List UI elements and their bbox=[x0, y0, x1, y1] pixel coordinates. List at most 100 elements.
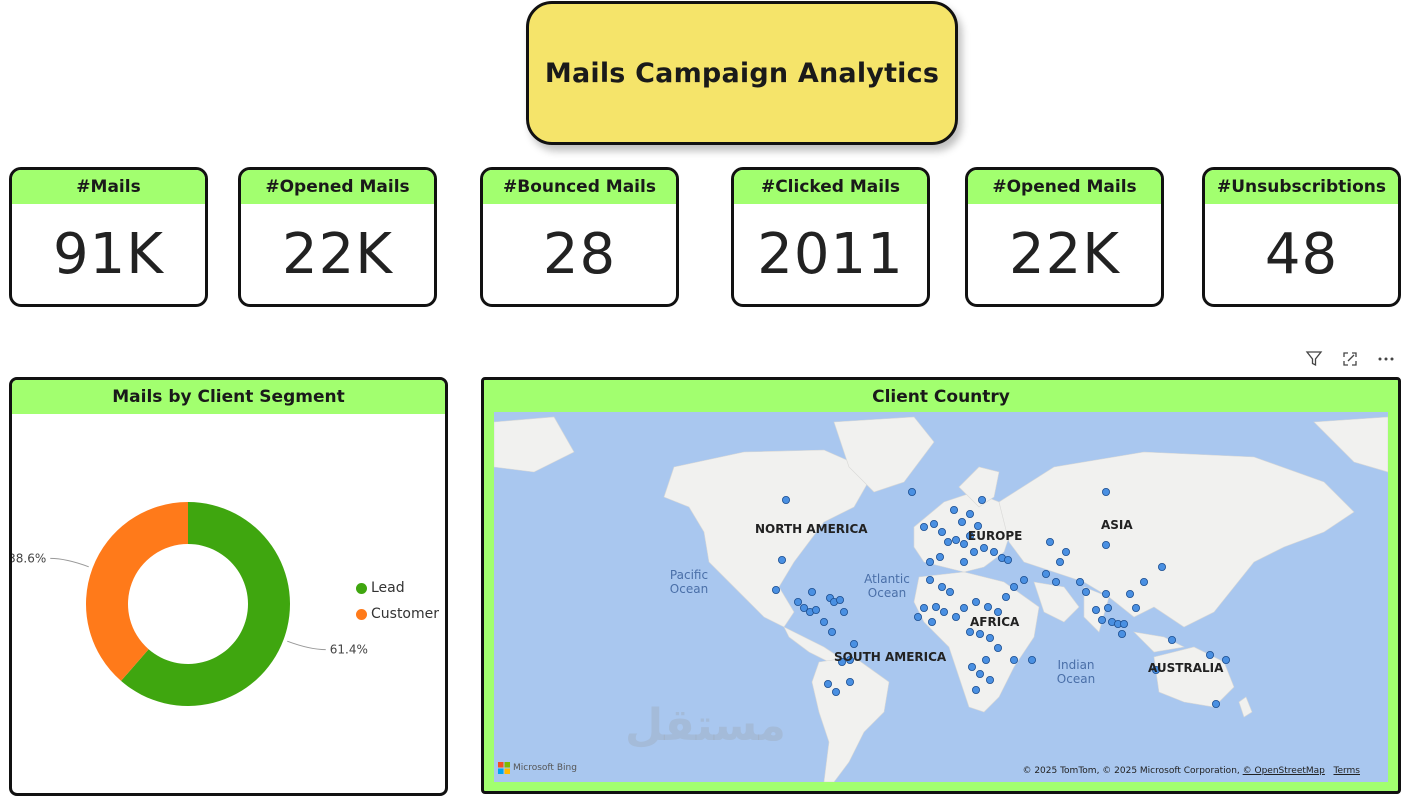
map-marker[interactable] bbox=[907, 488, 916, 497]
map-marker[interactable] bbox=[985, 633, 994, 642]
map-marker[interactable] bbox=[1092, 605, 1101, 614]
map-marker[interactable] bbox=[819, 617, 828, 626]
kpi-card-bounced-mails[interactable]: #Bounced Mails 28 bbox=[480, 167, 679, 307]
map-marker[interactable] bbox=[837, 657, 846, 666]
map-marker[interactable] bbox=[1140, 577, 1149, 586]
map-marker[interactable] bbox=[959, 539, 968, 548]
map-marker[interactable] bbox=[771, 585, 780, 594]
map-marker[interactable] bbox=[949, 506, 958, 515]
map-marker[interactable] bbox=[1003, 555, 1012, 564]
map-marker[interactable] bbox=[925, 575, 934, 584]
map-marker[interactable] bbox=[1102, 589, 1111, 598]
filter-icon[interactable] bbox=[1304, 349, 1324, 369]
map-marker[interactable] bbox=[1076, 577, 1085, 586]
map-marker[interactable] bbox=[993, 643, 1002, 652]
map-marker[interactable] bbox=[1212, 699, 1221, 708]
map-marker[interactable] bbox=[993, 607, 1002, 616]
kpi-card-unsubscriptions[interactable]: #Unsubscribtions 48 bbox=[1202, 167, 1401, 307]
map-marker[interactable] bbox=[913, 612, 922, 621]
map-marker[interactable] bbox=[931, 602, 940, 611]
focus-mode-icon[interactable] bbox=[1340, 349, 1360, 369]
map-marker[interactable] bbox=[1104, 603, 1113, 612]
legend-item-customer[interactable]: Customer bbox=[356, 606, 439, 622]
map-marker[interactable] bbox=[969, 547, 978, 556]
map-marker[interactable] bbox=[839, 607, 848, 616]
map-marker[interactable] bbox=[1126, 589, 1135, 598]
more-options-icon[interactable] bbox=[1376, 349, 1396, 369]
terms-link[interactable]: Terms bbox=[1333, 766, 1360, 776]
map-marker[interactable] bbox=[965, 532, 974, 541]
map-marker[interactable] bbox=[1222, 655, 1231, 664]
map-marker[interactable] bbox=[823, 679, 832, 688]
map-marker[interactable] bbox=[1102, 540, 1111, 549]
map-marker[interactable] bbox=[939, 607, 948, 616]
map-marker[interactable] bbox=[925, 557, 934, 566]
map-marker[interactable] bbox=[977, 496, 986, 505]
map-marker[interactable] bbox=[935, 552, 944, 561]
map-marker[interactable] bbox=[1132, 603, 1141, 612]
donut-slice-customer[interactable] bbox=[85, 502, 188, 681]
map-marker[interactable] bbox=[1042, 569, 1051, 578]
kpi-card-mails[interactable]: #Mails 91K bbox=[9, 167, 208, 307]
map-marker[interactable] bbox=[965, 510, 974, 519]
map-marker[interactable] bbox=[1010, 655, 1019, 664]
osm-link[interactable]: © OpenStreetMap bbox=[1242, 766, 1325, 776]
map-marker[interactable] bbox=[1056, 557, 1065, 566]
map-marker[interactable] bbox=[965, 627, 974, 636]
donut-slice-lead[interactable] bbox=[121, 502, 290, 706]
map-marker[interactable] bbox=[781, 496, 790, 505]
map-marker[interactable] bbox=[845, 655, 854, 664]
map-marker[interactable] bbox=[835, 595, 844, 604]
donut-chart-panel[interactable]: Mails by Client Segment 61.4% 38.6% Lead … bbox=[9, 377, 448, 796]
map-marker[interactable] bbox=[1082, 587, 1091, 596]
map-marker[interactable] bbox=[975, 669, 984, 678]
map-marker[interactable] bbox=[943, 538, 952, 547]
map-marker[interactable] bbox=[937, 582, 946, 591]
map-marker[interactable] bbox=[927, 617, 936, 626]
map-marker[interactable] bbox=[1028, 655, 1037, 664]
map-marker[interactable] bbox=[777, 555, 786, 564]
map-marker[interactable] bbox=[971, 685, 980, 694]
map-marker[interactable] bbox=[973, 522, 982, 531]
map-marker[interactable] bbox=[1001, 592, 1010, 601]
map-marker[interactable] bbox=[1118, 629, 1127, 638]
map-marker[interactable] bbox=[1120, 619, 1129, 628]
map-marker[interactable] bbox=[831, 687, 840, 696]
map-marker[interactable] bbox=[849, 639, 858, 648]
map-marker[interactable] bbox=[1152, 665, 1161, 674]
map-canvas[interactable]: NORTH AMERICA EUROPE ASIA AFRICA SOUTH A… bbox=[494, 412, 1388, 782]
map-marker[interactable] bbox=[981, 655, 990, 664]
map-marker[interactable] bbox=[1102, 488, 1111, 497]
donut-chart[interactable]: 61.4% 38.6% bbox=[12, 414, 445, 794]
map-marker[interactable] bbox=[807, 587, 816, 596]
map-marker[interactable] bbox=[1158, 562, 1167, 571]
map-marker[interactable] bbox=[959, 603, 968, 612]
map-marker[interactable] bbox=[989, 547, 998, 556]
map-marker[interactable] bbox=[793, 597, 802, 606]
map-marker[interactable] bbox=[985, 675, 994, 684]
kpi-card-opened-mails[interactable]: #Opened Mails 22K bbox=[238, 167, 437, 307]
map-marker[interactable] bbox=[951, 612, 960, 621]
map-marker[interactable] bbox=[799, 603, 808, 612]
map-marker[interactable] bbox=[959, 557, 968, 566]
map-marker[interactable] bbox=[983, 602, 992, 611]
map-marker[interactable] bbox=[951, 536, 960, 545]
map-marker[interactable] bbox=[975, 629, 984, 638]
map-marker[interactable] bbox=[919, 603, 928, 612]
map-marker[interactable] bbox=[1046, 538, 1055, 547]
map-marker[interactable] bbox=[1206, 650, 1215, 659]
map-marker[interactable] bbox=[967, 662, 976, 671]
kpi-card-clicked-mails[interactable]: #Clicked Mails 2011 bbox=[731, 167, 930, 307]
map-marker[interactable] bbox=[827, 627, 836, 636]
kpi-card-opened-mails-2[interactable]: #Opened Mails 22K bbox=[965, 167, 1164, 307]
map-marker[interactable] bbox=[1010, 582, 1019, 591]
legend-item-lead[interactable]: Lead bbox=[356, 580, 439, 596]
map-marker[interactable] bbox=[979, 543, 988, 552]
map-marker[interactable] bbox=[1168, 635, 1177, 644]
map-marker[interactable] bbox=[1098, 615, 1107, 624]
map-marker[interactable] bbox=[845, 677, 854, 686]
map-marker[interactable] bbox=[957, 518, 966, 527]
map-marker[interactable] bbox=[919, 523, 928, 532]
map-panel[interactable]: Client Country bbox=[481, 377, 1401, 794]
map-marker[interactable] bbox=[929, 520, 938, 529]
